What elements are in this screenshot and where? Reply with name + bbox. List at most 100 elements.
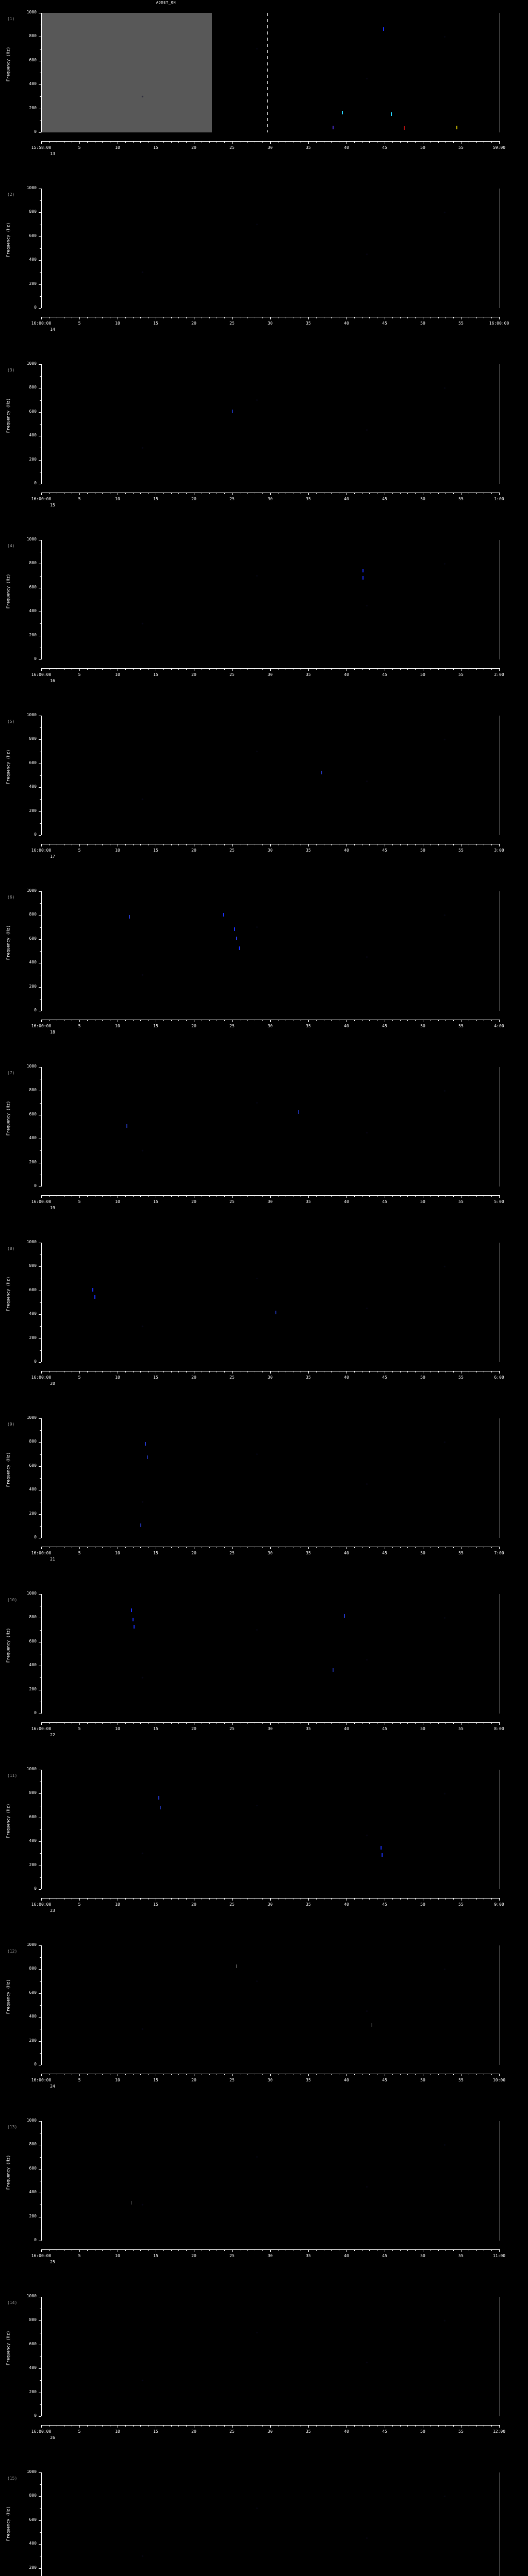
x-axis-minor-tick-mark — [369, 1371, 370, 1372]
x-axis-tick-label: 5 — [78, 321, 81, 326]
x-axis-tick-label: 50 — [420, 2253, 425, 2258]
x-axis-tick-mark — [499, 317, 500, 319]
x-axis-tick-mark — [41, 1898, 42, 1901]
x-axis-tick-label: 50 — [420, 1199, 425, 1204]
x-axis-tick-mark — [79, 1371, 80, 1374]
plot-area[interactable] — [41, 1594, 500, 1714]
x-axis-tick-label: 5 — [78, 2253, 81, 2258]
x-axis-minor-tick-mark — [415, 1020, 416, 1021]
plot-area[interactable] — [41, 1243, 500, 1362]
y-axis-tick-mark — [39, 787, 41, 788]
x-axis-tick-label: 5 — [78, 1375, 81, 1380]
x-axis-minor-tick-mark — [453, 2074, 454, 2075]
plot-area[interactable] — [41, 189, 500, 308]
y-axis-tick-label: 200 — [29, 1159, 37, 1164]
x-axis-minor-tick-mark — [438, 1547, 439, 1548]
x-axis-minor-tick-mark — [354, 1371, 355, 1372]
x-axis-tick-label: 55 — [458, 1551, 464, 1555]
y-axis-tick-label: 800 — [29, 2493, 37, 2498]
y-axis-label: Frequency (Hz) — [6, 222, 11, 258]
y-axis-tick-mark — [39, 1594, 41, 1595]
x-axis-minor-tick-mark — [186, 317, 187, 318]
x-axis-minor-tick-mark — [186, 2249, 187, 2251]
y-axis-tick-label: 600 — [29, 2341, 37, 2346]
x-axis-minor-tick-mark — [133, 317, 134, 318]
y-axis-label: Frequency (Hz) — [6, 1452, 11, 1487]
x-axis-tick-mark — [270, 844, 271, 846]
x-axis-tick-label: 55 — [458, 2253, 464, 2258]
plot-area[interactable] — [41, 1945, 500, 2065]
x-axis-minor-tick-mark — [178, 2425, 179, 2427]
x-axis-tick-label: 45 — [382, 145, 387, 150]
x-axis-minor-tick-mark — [140, 1371, 141, 1372]
y-axis-tick-label: 400 — [29, 1311, 37, 1316]
detection-mark — [456, 126, 457, 130]
x-axis-minor-tick-mark — [171, 2425, 172, 2427]
y-axis-tick-label: 600 — [29, 409, 37, 414]
plot-area[interactable] — [41, 2472, 500, 2576]
y-axis-tick-label: 400 — [29, 1487, 37, 1492]
x-axis-tick-label: 50 — [420, 1551, 425, 1555]
x-axis-minor-tick-mark — [209, 2425, 210, 2427]
x-axis-minor-tick-mark — [209, 668, 210, 670]
plot-area[interactable] — [41, 2121, 500, 2241]
x-axis-tick-mark — [79, 2249, 80, 2252]
x-axis-tick-label: 5 — [78, 1726, 81, 1731]
y-axis-tick-label: 600 — [29, 760, 37, 765]
x-axis-minor-tick-mark — [209, 317, 210, 318]
x-axis-minor-tick-mark — [209, 1371, 210, 1372]
x-axis-minor-tick-mark — [491, 317, 492, 318]
y-axis-tick-mark — [39, 2520, 41, 2521]
x-axis-tick-label: 10 — [115, 321, 120, 326]
y-axis-tick-label: 600 — [29, 2165, 37, 2171]
x-axis-tick-label: 35 — [306, 321, 311, 326]
x-axis-tick-mark — [499, 1722, 500, 1725]
plot-area[interactable] — [41, 1418, 500, 1538]
plot-area[interactable] — [41, 1770, 500, 1889]
x-axis-tick-label: 30 — [268, 2078, 273, 2082]
x-axis-tick-mark — [41, 493, 42, 495]
plot-area[interactable] — [41, 13, 500, 132]
y-axis-tick-label: 600 — [29, 233, 37, 238]
x-axis-minor-tick-mark — [407, 2425, 408, 2427]
y-axis-tick-mark — [39, 308, 41, 309]
plot-area[interactable] — [41, 364, 500, 484]
x-axis-tick-mark — [308, 2249, 309, 2252]
x-axis-minor-tick-mark — [415, 1547, 416, 1548]
x-axis-minor-tick-mark — [178, 1722, 179, 1724]
x-axis-tick-mark — [41, 1371, 42, 1374]
x-axis-tick-mark — [270, 2074, 271, 2076]
x-axis-tick-mark — [232, 668, 233, 671]
plot-area[interactable] — [41, 716, 500, 835]
x-axis-minor-tick-mark — [407, 493, 408, 494]
detection-mark — [232, 410, 233, 414]
x-axis-minor-tick-mark — [453, 493, 454, 494]
y-axis-tick-label: 0 — [34, 1183, 37, 1188]
x-axis-minor-tick-mark — [209, 1020, 210, 1021]
y-axis-tick-mark — [39, 284, 41, 285]
x-axis-minor-tick-mark — [354, 2425, 355, 2427]
spectrogram-noise-floor — [42, 1418, 500, 1538]
x-axis-tick-label: 10 — [115, 2429, 120, 2434]
x-axis-minor-tick-mark — [262, 1195, 263, 1197]
y-axis-label: Frequency (Hz) — [6, 398, 11, 433]
x-axis-tick-label: 20 — [191, 2078, 196, 2082]
x-axis-tick-mark — [308, 493, 309, 495]
x-axis-tick-label: 40 — [344, 848, 349, 853]
x-axis-tick-label: 40 — [344, 2078, 349, 2082]
plot-area[interactable] — [41, 1067, 500, 1187]
x-axis-minor-tick-mark — [438, 668, 439, 670]
plot-area[interactable] — [41, 540, 500, 659]
x-axis-tick-label: 35 — [306, 1375, 311, 1380]
x-axis-minor-tick-mark — [133, 1020, 134, 1021]
x-axis-tick-label: 15 — [153, 2078, 158, 2082]
x-axis-minor-tick-mark — [133, 2074, 134, 2075]
x-axis-minor-tick-mark — [476, 2249, 477, 2251]
panel-index-label: (5) — [7, 719, 15, 724]
x-axis-minor-tick-mark — [476, 844, 477, 845]
y-axis-tick-label: 800 — [29, 1439, 37, 1444]
x-axis-minor-tick-mark — [171, 1195, 172, 1197]
plot-area[interactable] — [41, 2297, 500, 2416]
x-axis-minor-tick-mark — [140, 2074, 141, 2075]
plot-area[interactable] — [41, 891, 500, 1011]
